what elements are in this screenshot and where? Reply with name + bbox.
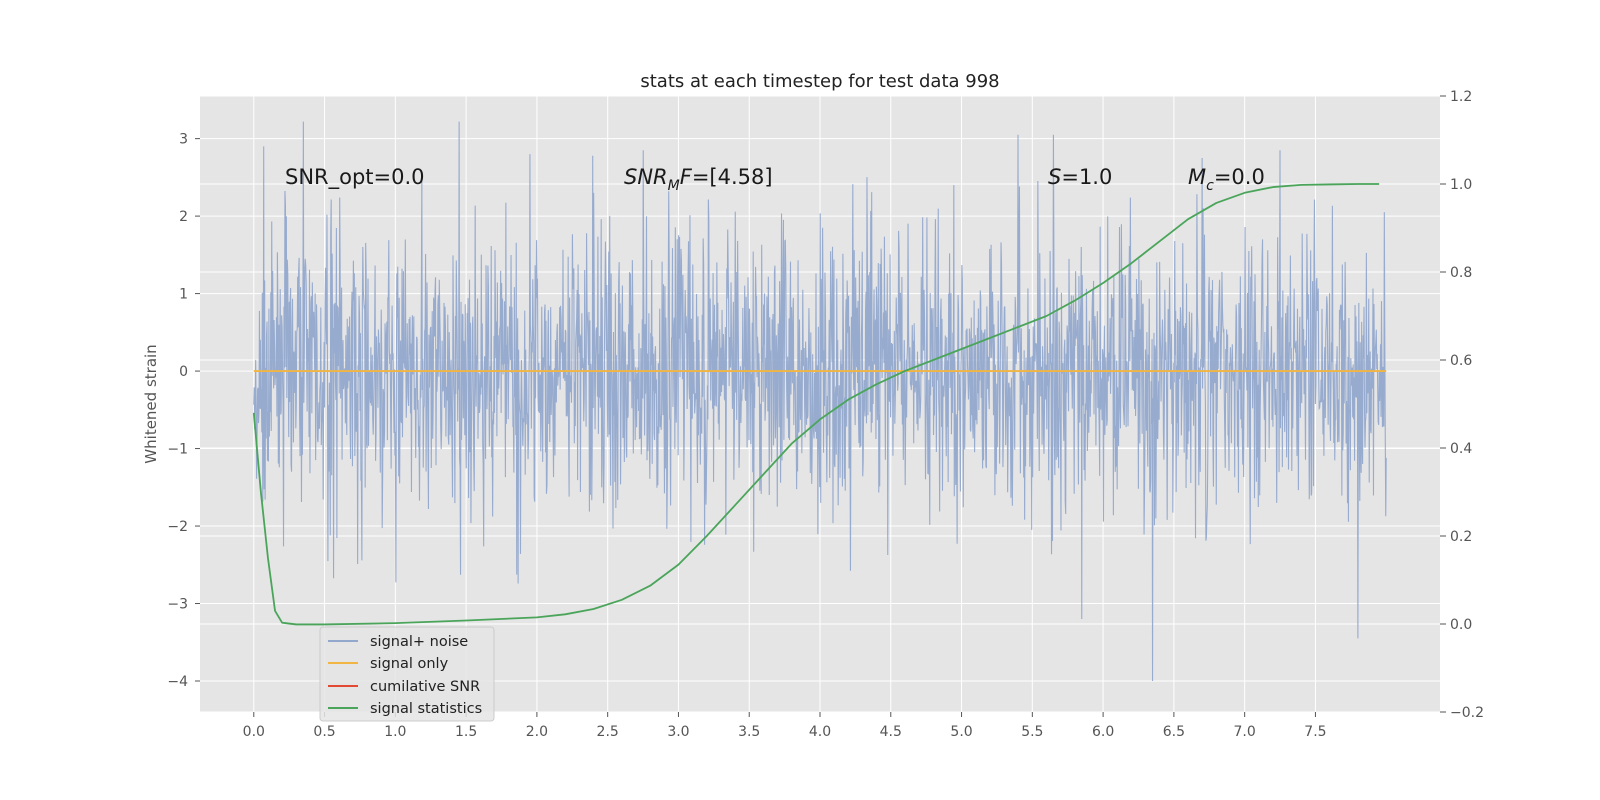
x-tick-label: 5.5	[1021, 724, 1043, 740]
legend-box	[319, 626, 495, 722]
x-tick-label: 5.0	[950, 724, 972, 740]
legend-label-signal-noise: signal+ noise	[370, 634, 468, 650]
x-tick-label: 4.0	[809, 724, 831, 740]
legend-label-signal-statistics: signal statistics	[370, 701, 482, 717]
x-tick-label: 7.0	[1234, 724, 1256, 740]
legend-label-cumulative-snr: cumilative SNR	[370, 679, 480, 695]
x-tick-label: 0.5	[313, 724, 335, 740]
x-tick-label: 3.0	[667, 724, 689, 740]
x-tick-label: 2.0	[526, 724, 548, 740]
x-tick-label: 1.5	[455, 724, 477, 740]
x-tick-label: 2.5	[597, 724, 619, 740]
x-tick-label: 6.5	[1163, 724, 1185, 740]
x-tick-label: 6.0	[1092, 724, 1114, 740]
y2-tick-label: 1.0	[1450, 177, 1472, 193]
y-tick-label: −3	[167, 597, 188, 613]
signal-statistics-line	[252, 183, 1380, 626]
y2-tick-label: 0.6	[1450, 353, 1472, 369]
annotation-snr-mf: SNRMF=[4.58]	[624, 165, 773, 194]
y2-tick-label: 0.8	[1450, 265, 1472, 281]
y-tick-label: 3	[179, 132, 188, 148]
x-tick-label: 7.5	[1304, 724, 1326, 740]
x-tick-label: 1.0	[384, 724, 406, 740]
line-series	[252, 183, 1387, 626]
legend: signal+ noise signal only cumilative SNR…	[319, 626, 495, 722]
x-tick-label: 4.5	[880, 724, 902, 740]
y-tick-label: 1	[179, 287, 188, 303]
y-tick-label: 2	[179, 209, 188, 225]
x-tick-label: 3.5	[738, 724, 760, 740]
axis-ticks: 0.0 0.5 1.0 1.5 2.0 2.5 3.0 3.5 4.0 4.5 5.0 5.5 6.0 6…	[167, 89, 1484, 740]
legend-label-signal-only: signal only	[370, 656, 449, 672]
y-tick-label: −4	[167, 674, 188, 690]
y2-tick-label: 0.2	[1450, 529, 1472, 545]
chart-title: stats at each timestep for test data 998	[640, 71, 999, 92]
y2-tick-label: 0.4	[1450, 441, 1472, 457]
y2-tick-label: 1.2	[1450, 89, 1472, 105]
x-tick-label: 0.0	[243, 724, 265, 740]
annotation-mc: Mc=0.0	[1188, 165, 1265, 194]
y-tick-label: −1	[167, 442, 188, 458]
y-axis-label: Whitened strain	[142, 344, 160, 463]
annotation-snr-opt: SNR_opt=0.0	[285, 165, 425, 190]
annotation-s: S=1.0	[1048, 165, 1112, 189]
y-tick-label: 0	[179, 364, 188, 380]
y2-tick-label: −0.2	[1450, 705, 1484, 721]
signal-noise-line	[253, 121, 1387, 682]
y2-tick-label: 0.0	[1450, 617, 1472, 633]
y-tick-label: −2	[167, 519, 188, 535]
noise-series	[253, 121, 1387, 682]
